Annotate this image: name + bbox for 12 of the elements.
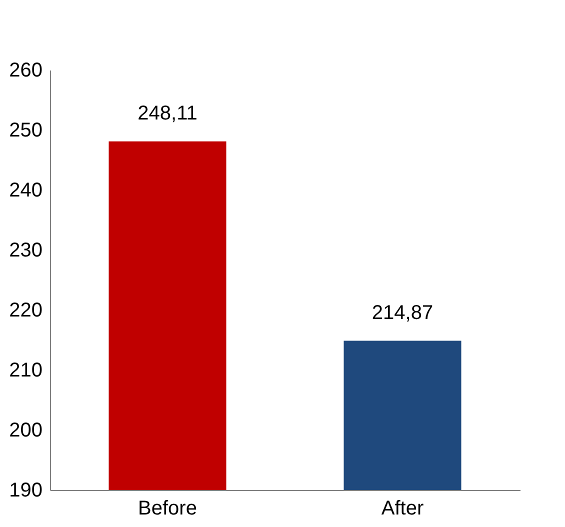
x-tick-label: Before: [138, 498, 197, 520]
y-tick-label: 250: [9, 120, 42, 142]
y-tick-label: 200: [9, 420, 42, 442]
y-tick-label: 190: [9, 480, 42, 502]
data-label: 214,87: [372, 302, 434, 324]
y-tick-label: 230: [9, 240, 42, 262]
y-tick-label: 260: [9, 60, 42, 82]
y-tick-label: 220: [9, 300, 42, 322]
x-tick-label: After: [381, 498, 424, 520]
y-tick-label: 240: [9, 180, 42, 202]
data-label: 248,11: [138, 102, 198, 124]
y-tick-label: 210: [9, 360, 42, 382]
